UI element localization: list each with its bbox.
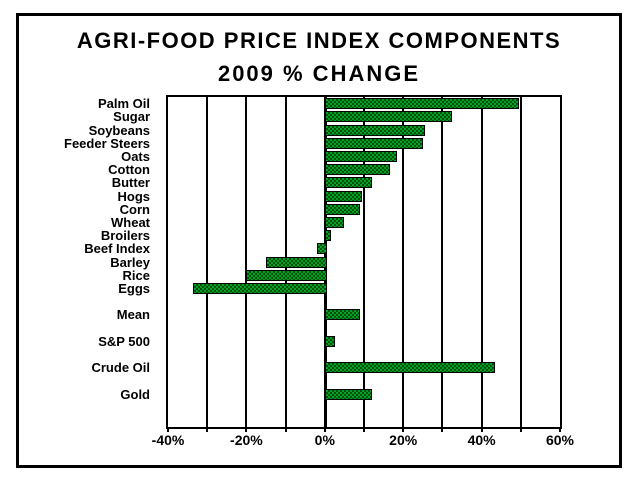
- gridline: [441, 97, 444, 427]
- chart-title-line1: AGRI-FOOD PRICE INDEX COMPONENTS: [76, 28, 562, 53]
- x-axis-tick: [519, 427, 522, 432]
- category-label: Feeder Steers: [64, 135, 150, 151]
- category-label: Barley: [110, 254, 150, 270]
- x-axis-tick: [284, 427, 287, 432]
- category-label: Palm Oil: [97, 96, 150, 112]
- gridline: [480, 97, 483, 427]
- bar: [266, 256, 327, 268]
- gridline: [519, 97, 522, 427]
- category-label: Sugar: [113, 109, 150, 125]
- bar: [324, 335, 335, 347]
- category-label: Broilers: [100, 228, 150, 244]
- category-label: Corn: [119, 201, 150, 217]
- x-axis-tick-label: 0%: [314, 432, 335, 448]
- category-label: Crude Oil: [91, 360, 150, 376]
- x-axis-tick: [323, 427, 326, 432]
- gridline: [206, 97, 209, 427]
- bar: [324, 98, 519, 110]
- x-axis-tick-label: 60%: [545, 432, 575, 448]
- bar: [193, 282, 327, 294]
- x-axis-tick: [402, 427, 405, 432]
- category-label: Mean: [116, 307, 150, 323]
- category-label: Butter: [111, 175, 150, 191]
- category-label: Gold: [120, 386, 150, 402]
- bar: [324, 137, 423, 149]
- bar: [324, 124, 425, 136]
- x-axis-tick-label: 20%: [389, 432, 418, 448]
- x-axis-tick: [245, 427, 248, 432]
- x-axis-tick-label: 40%: [467, 432, 496, 448]
- x-axis-tick-label: -40%: [151, 432, 185, 448]
- category-label: Hogs: [117, 188, 151, 204]
- category-label: Cotton: [108, 162, 150, 178]
- category-label: Oats: [121, 148, 150, 164]
- category-label: Eggs: [118, 280, 150, 296]
- x-axis-tick: [363, 427, 365, 432]
- x-axis-tick: [480, 427, 483, 432]
- bar: [324, 190, 363, 202]
- x-axis-tick-label: -20%: [230, 432, 263, 448]
- bar: [324, 216, 345, 228]
- x-axis-tick: [206, 427, 209, 432]
- bar: [324, 150, 398, 162]
- category-label: Beef Index: [84, 241, 150, 257]
- chart-title-line2: 2009 % CHANGE: [217, 61, 421, 86]
- x-axis-tick: [559, 427, 561, 432]
- bar: [324, 177, 372, 189]
- category-label: S&P 500: [98, 333, 150, 349]
- bar: [324, 388, 372, 400]
- gridline: [402, 97, 405, 427]
- bar: [324, 362, 496, 374]
- bar: [324, 230, 331, 242]
- bar: [324, 164, 390, 176]
- category-label: Wheat: [111, 214, 150, 230]
- bar: [324, 203, 361, 215]
- x-axis-tick: [167, 427, 169, 432]
- category-label: Soybeans: [88, 122, 150, 138]
- category-label: Rice: [122, 267, 150, 283]
- bar: [316, 243, 327, 255]
- chart-title: AGRI-FOOD PRICE INDEX COMPONENTS 2009 % …: [19, 26, 619, 89]
- bar: [324, 309, 361, 321]
- bar: [324, 111, 453, 123]
- x-axis-tick: [441, 427, 444, 432]
- gridline: [245, 97, 248, 427]
- bar: [246, 269, 327, 281]
- plot-area: [166, 95, 562, 429]
- gridline: [363, 97, 365, 427]
